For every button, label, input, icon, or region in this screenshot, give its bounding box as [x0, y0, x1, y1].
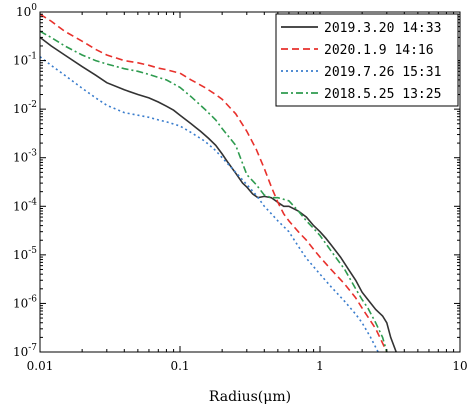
x-tick-label: 0.1	[170, 359, 189, 373]
y-tick-label-base: 10	[16, 5, 31, 19]
series-line-2	[40, 13, 388, 352]
x-tick-label: 0.01	[27, 359, 54, 373]
y-tick-label: 10-1	[13, 52, 37, 68]
series-line-4	[40, 30, 388, 352]
series-line-3	[40, 56, 379, 352]
y-tick-label: 10-4	[13, 197, 37, 213]
y-tick-label: 10-2	[13, 100, 37, 116]
legend: 2019.3.20 14:33 2020.1.9 14:16 2019.7.26 1…	[275, 13, 459, 107]
y-tick-label-exponent: -6	[28, 294, 37, 304]
y-tick-label: 10-3	[13, 149, 37, 165]
legend-label-2: 2020.1.9 14:16	[324, 43, 434, 58]
y-tick-label: 10-5	[13, 246, 37, 262]
y-tick-label-exponent: 0	[31, 3, 37, 13]
y-tick-label-base: 10	[13, 296, 28, 310]
y-tick-label-base: 10	[13, 345, 28, 359]
y-tick-label-base: 10	[13, 248, 28, 262]
axes: 0.01 0.1 1 1010-710-610-510-410-310-210-110…	[13, 3, 468, 373]
y-tick-label-base: 10	[13, 54, 28, 68]
y-tick-label: 10-6	[13, 294, 37, 310]
y-tick-label: 10-7	[13, 343, 37, 359]
y-tick-label-exponent: -5	[28, 246, 37, 256]
y-tick-label: 100	[16, 3, 37, 19]
plot-area	[40, 13, 397, 352]
x-tick-label: 1	[316, 359, 324, 373]
y-tick-label-base: 10	[13, 102, 28, 116]
y-tick-label-exponent: -4	[28, 197, 37, 207]
legend-label-3: 2019.7.26 15:31	[324, 65, 441, 80]
legend-box	[275, 13, 459, 107]
y-tick-label-exponent: -2	[28, 100, 37, 110]
plot-frame	[39, 11, 461, 353]
y-tick-label-base: 10	[13, 151, 28, 165]
legend-label-4: 2018.5.25 13:25	[324, 87, 441, 102]
y-tick-label-exponent: -1	[28, 52, 37, 62]
x-axis-label: Radius(μm)	[209, 389, 291, 405]
y-tick-label-exponent: -3	[28, 149, 37, 159]
legend-label-1: 2019.3.20 14:33	[324, 21, 441, 36]
series-line-1	[40, 36, 397, 352]
y-tick-label-exponent: -7	[28, 343, 37, 353]
x-tick-label: 10	[452, 359, 467, 373]
y-tick-label-base: 10	[13, 199, 28, 213]
